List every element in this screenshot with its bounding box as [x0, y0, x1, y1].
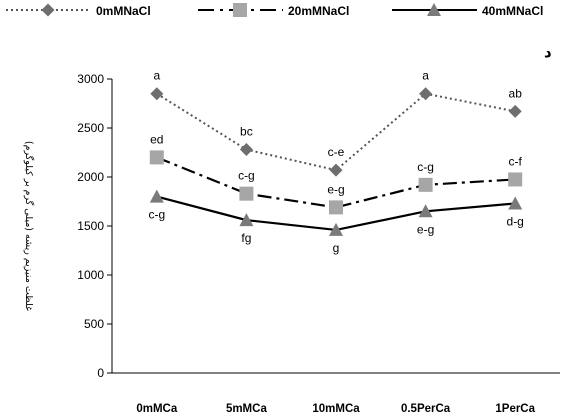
plot-area: a bc c-e a ab ed c-g e-g c-g c-f c-g fg g e-g d-g	[148, 69, 523, 255]
data-point	[149, 150, 164, 165]
data-label: c-e	[328, 145, 345, 159]
data-point	[508, 196, 523, 210]
data-label: e-g	[327, 182, 344, 196]
y-tick-label: 500	[84, 317, 104, 331]
y-tick-label: 2000	[77, 170, 104, 184]
data-label: c-g	[148, 208, 165, 222]
legend-marker	[41, 3, 55, 17]
y-tick-label: 1500	[77, 219, 104, 233]
y-tick-label: 2500	[77, 121, 104, 135]
y-tick-label: 3000	[77, 72, 104, 86]
corner-mark: د	[544, 43, 552, 61]
data-point	[329, 222, 343, 236]
x-tick-label: 0mMCa	[136, 403, 178, 415]
data-point	[419, 87, 433, 101]
data-label: d-g	[507, 214, 524, 228]
data-point	[239, 213, 254, 227]
x-tick-label: 10mMCa	[312, 403, 360, 415]
data-point	[239, 143, 253, 157]
data-label: g	[333, 241, 340, 255]
data-point	[508, 172, 523, 187]
legend: 0mMNaCl 20mMNaCl 40mMNaCl	[6, 3, 543, 18]
data-label: c-g	[417, 160, 434, 174]
data-label: ed	[150, 132, 163, 146]
data-label: a	[153, 69, 160, 83]
data-label: a	[422, 69, 429, 83]
x-tick-label: 5mMCa	[226, 403, 268, 415]
axes: 0 500 1000 1500 2000 2500 3000 0mMCa 5mMCa 10mMCa…	[77, 72, 560, 415]
legend-marker	[427, 3, 441, 16]
data-point	[418, 204, 433, 218]
data-point	[149, 189, 164, 203]
data-label: c-g	[238, 169, 255, 183]
data-point	[418, 177, 433, 192]
series-0mMNaCl: a bc c-e a ab	[150, 69, 522, 177]
legend-label: 0mMNaCl	[96, 4, 151, 18]
data-point	[508, 104, 522, 118]
data-label: fg	[241, 231, 251, 245]
data-label: ab	[509, 86, 523, 100]
x-tick-label: 1PerCa	[495, 403, 535, 415]
series-line	[156, 92, 516, 172]
data-point	[150, 87, 164, 101]
legend-marker	[233, 3, 247, 17]
series-line	[156, 156, 516, 209]
data-point	[329, 200, 343, 215]
y-tick-label: 1000	[77, 268, 104, 282]
series-20mMNaCl: ed c-g e-g c-g c-f	[149, 132, 523, 215]
data-point	[329, 163, 343, 177]
x-tick-label: 0.5PerCa	[401, 403, 451, 415]
y-tick-label: 0	[97, 366, 104, 380]
legend-label: 20mMNaCl	[288, 4, 349, 18]
legend-label: 40mMNaCl	[482, 4, 543, 18]
y-axis-label: (میلی گرم بر کیلوگرم) غلظت منیزیم ریشه	[23, 141, 35, 311]
series-40mMNaCl: c-g fg g e-g d-g	[148, 189, 524, 255]
data-label: c-f	[509, 154, 523, 168]
data-label: e-g	[417, 222, 434, 236]
data-label: bc	[240, 125, 253, 139]
data-point	[239, 186, 254, 201]
